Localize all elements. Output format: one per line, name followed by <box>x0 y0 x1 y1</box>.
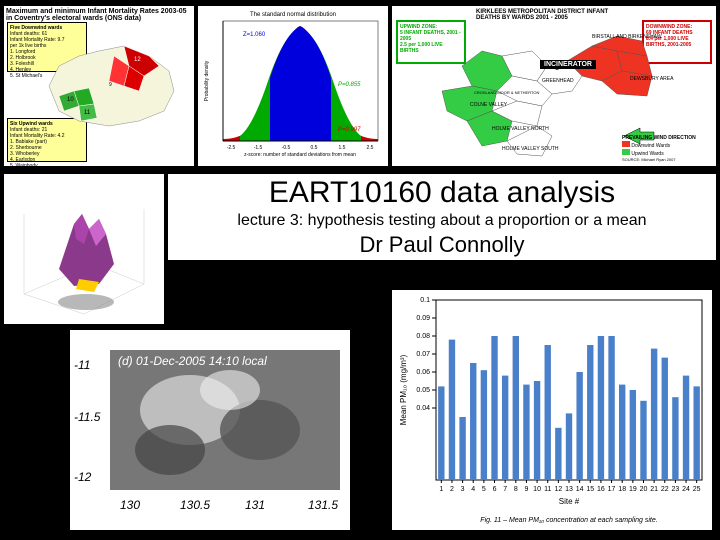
ward-label: HOLME VALLEY NORTH <box>492 126 549 132</box>
ward-label: GREENHEAD <box>542 78 574 84</box>
map2-legend: PREVAILING WIND DIRECTION Downwind Wards… <box>622 135 712 162</box>
ward-label: HOLME VALLEY SOUTH <box>502 146 559 152</box>
svg-text:-0.5: -0.5 <box>282 145 291 151</box>
svg-text:0.05: 0.05 <box>416 387 430 394</box>
svg-text:0.07: 0.07 <box>416 351 430 358</box>
svg-text:14: 14 <box>576 486 584 493</box>
svg-text:11: 11 <box>84 110 91 116</box>
ward-label: COLNE VALLEY <box>470 102 507 108</box>
svg-text:9: 9 <box>109 82 112 88</box>
svg-text:17: 17 <box>608 486 616 493</box>
svg-text:11: 11 <box>544 486 551 493</box>
svg-text:10: 10 <box>533 486 541 493</box>
bell-p2: P=0.997 <box>338 127 361 133</box>
svg-text:4: 4 <box>471 486 475 493</box>
map2-incinerator-label: INCINERATOR <box>540 60 596 69</box>
svg-text:12: 12 <box>134 57 141 63</box>
svg-text:0.1: 0.1 <box>420 297 430 304</box>
bell-ylabel: Probability density <box>204 60 210 101</box>
svg-text:19: 19 <box>629 486 637 493</box>
svg-text:-1.5: -1.5 <box>254 145 263 151</box>
satellite-image <box>110 350 340 490</box>
pm10-barchart-panel: 0.040.050.060.070.080.090.11234567891011… <box>392 290 712 530</box>
svg-text:16: 16 <box>597 486 605 493</box>
kirklees-map-panel: KIRKLEES METROPOLITAN DISTRICT INFANT DE… <box>392 6 716 166</box>
svg-text:Fig. 11 – Mean PM₁₀ concentrat: Fig. 11 – Mean PM₁₀ concentration at eac… <box>480 517 657 524</box>
svg-text:13: 13 <box>565 486 573 493</box>
svg-text:3: 3 <box>461 486 465 493</box>
author-name: Dr Paul Connolly <box>168 230 716 260</box>
plot3d-panel <box>4 174 164 324</box>
svg-text:15: 15 <box>586 486 594 493</box>
svg-text:8: 8 <box>514 486 518 493</box>
svg-text:0.08: 0.08 <box>416 333 430 340</box>
svg-text:5: 5 <box>482 486 486 493</box>
satellite-image-panel: (d) 01-Dec-2005 14:10 local -11 -11.5 -1… <box>70 330 350 530</box>
svg-text:20: 20 <box>640 486 648 493</box>
svg-text:2.5: 2.5 <box>367 145 374 151</box>
svg-text:23: 23 <box>672 486 680 493</box>
bell-curve-chart: The standard normal distribution Z=1.060… <box>198 6 388 166</box>
svg-text:6: 6 <box>493 486 497 493</box>
map2-source: SOURCE: Michael Ryan 2007 <box>622 157 712 162</box>
gray-ytick: -11.5 <box>74 410 100 424</box>
svg-text:18: 18 <box>618 486 626 493</box>
gray-xtick: 131 <box>245 498 265 512</box>
pm10-barchart: 0.040.050.060.070.080.090.11234567891011… <box>392 290 712 530</box>
svg-text:25: 25 <box>693 486 701 493</box>
satellite-timestamp: (d) 01-Dec-2005 14:10 local <box>118 354 267 368</box>
lecture-subtitle: lecture 3: hypothesis testing about a pr… <box>168 212 716 230</box>
bell-z-label: Z=1.060 <box>243 32 266 38</box>
svg-text:21: 21 <box>650 486 658 493</box>
gray-xtick: 130.5 <box>180 498 210 512</box>
svg-text:7: 7 <box>503 486 507 493</box>
bell-title: The standard normal distribution <box>250 12 336 18</box>
bell-xlabel: z-score: number of standard deviations f… <box>244 152 356 158</box>
svg-text:2: 2 <box>450 486 454 493</box>
svg-text:9: 9 <box>524 486 528 493</box>
bell-curve-panel: The standard normal distribution Z=1.060… <box>198 6 388 166</box>
svg-text:0.09: 0.09 <box>416 315 430 322</box>
svg-text:Site #: Site # <box>559 497 580 506</box>
ward-label: CROSLAND MOOR & NETHERTON <box>474 90 539 95</box>
svg-text:12: 12 <box>554 486 562 493</box>
svg-text:0.06: 0.06 <box>416 369 430 376</box>
svg-text:1: 1 <box>439 486 443 493</box>
svg-text:0.04: 0.04 <box>416 405 430 412</box>
svg-text:10: 10 <box>67 97 74 103</box>
course-title: EART10160 data analysis <box>168 174 716 212</box>
svg-text:22: 22 <box>661 486 669 493</box>
bell-p1: P=0.855 <box>338 82 361 88</box>
svg-text:0.5: 0.5 <box>311 145 318 151</box>
ward-label: DEWSBURY AREA <box>630 76 673 82</box>
svg-text:24: 24 <box>682 486 690 493</box>
ward-label: BIRSTALL AND BIRKENSHAW <box>592 34 662 40</box>
svg-text:1.5: 1.5 <box>339 145 346 151</box>
svg-text:-2.5: -2.5 <box>227 145 236 151</box>
plot3d-surface <box>4 174 164 324</box>
gray-ytick: -11 <box>74 358 90 372</box>
svg-text:Mean PM₁₀ (mg/m³): Mean PM₁₀ (mg/m³) <box>399 354 408 425</box>
coventry-map-panel: Maximum and minimum Infant Mortality Rat… <box>4 6 194 166</box>
title-block: EART10160 data analysis lecture 3: hypot… <box>168 174 716 260</box>
gray-ytick: -12 <box>74 470 91 484</box>
gray-xtick: 131.5 <box>308 498 338 512</box>
gray-xtick: 130 <box>120 498 140 512</box>
map1-region-shape: 10 11 12 9 <box>39 36 189 136</box>
